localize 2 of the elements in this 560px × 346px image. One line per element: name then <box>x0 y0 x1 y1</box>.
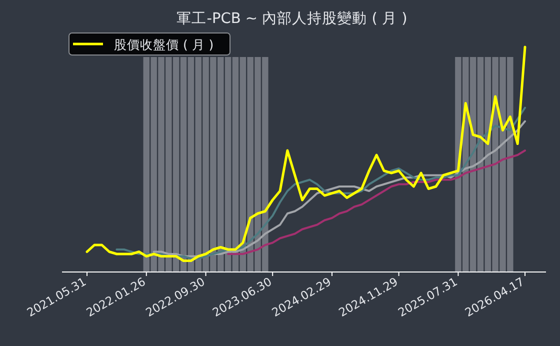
legend-label: 股價收盤價 ( 月 ) <box>114 37 214 52</box>
chart-title: 軍工-PCB ~ 內部人持股變動 ( 月 ) <box>176 10 408 27</box>
